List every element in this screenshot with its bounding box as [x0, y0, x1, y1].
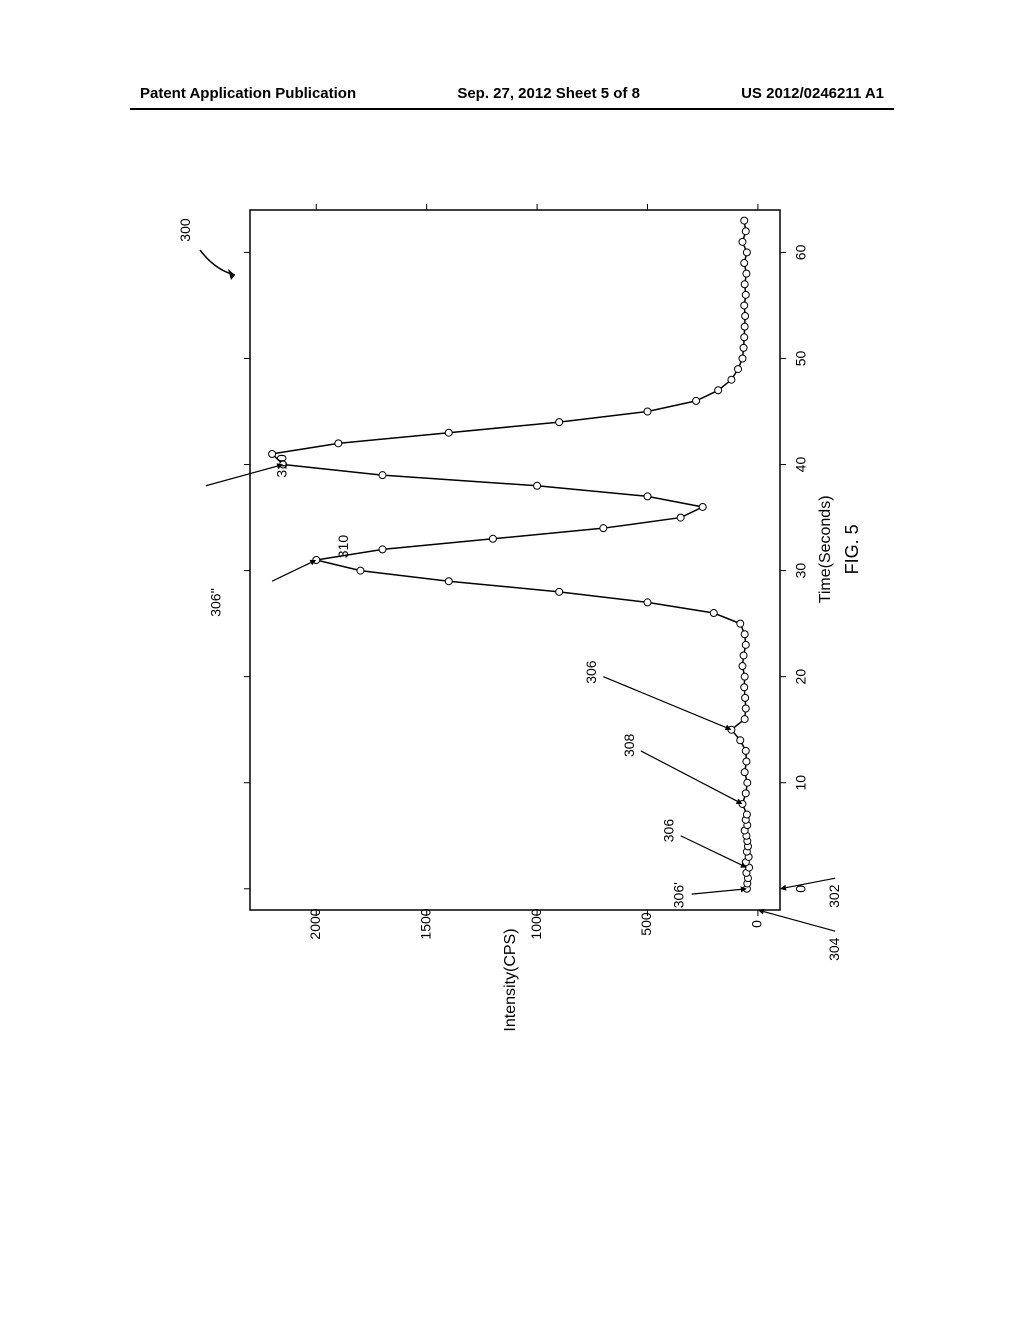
svg-text:306': 306' [670, 882, 686, 908]
svg-text:308: 308 [621, 733, 637, 757]
figure-container: 01020304050600500100015002000Intensity(C… [100, 180, 900, 1080]
svg-text:2000: 2000 [307, 908, 323, 939]
svg-text:60: 60 [793, 244, 809, 260]
svg-text:0: 0 [749, 920, 765, 928]
svg-text:302: 302 [826, 884, 842, 908]
svg-text:306: 306 [583, 660, 599, 684]
svg-text:1500: 1500 [417, 908, 433, 939]
svg-text:304: 304 [826, 937, 842, 961]
svg-text:20: 20 [793, 669, 809, 685]
svg-text:Intensity(CPS): Intensity(CPS) [502, 928, 519, 1031]
svg-text:500: 500 [638, 912, 654, 936]
svg-text:FIG. 5: FIG. 5 [842, 524, 862, 574]
svg-text:10: 10 [793, 775, 809, 791]
chart-svg: 01020304050600500100015002000Intensity(C… [100, 180, 900, 1080]
svg-text:300: 300 [177, 218, 193, 242]
page-header: Patent Application Publication Sep. 27, … [0, 85, 1024, 102]
svg-text:310': 310' [274, 452, 290, 478]
svg-text:40: 40 [793, 457, 809, 473]
svg-text:30: 30 [793, 563, 809, 579]
svg-text:Time(Seconds): Time(Seconds) [817, 495, 834, 603]
svg-text:1000: 1000 [528, 908, 544, 939]
svg-text:306'': 306'' [208, 588, 224, 617]
header-right: US 2012/0246211 A1 [741, 85, 884, 102]
header-left: Patent Application Publication [140, 85, 356, 102]
svg-text:306: 306 [661, 819, 677, 843]
svg-text:310: 310 [335, 535, 351, 559]
header-center: Sep. 27, 2012 Sheet 5 of 8 [457, 85, 640, 102]
header-rule [130, 108, 894, 110]
svg-text:50: 50 [793, 350, 809, 366]
